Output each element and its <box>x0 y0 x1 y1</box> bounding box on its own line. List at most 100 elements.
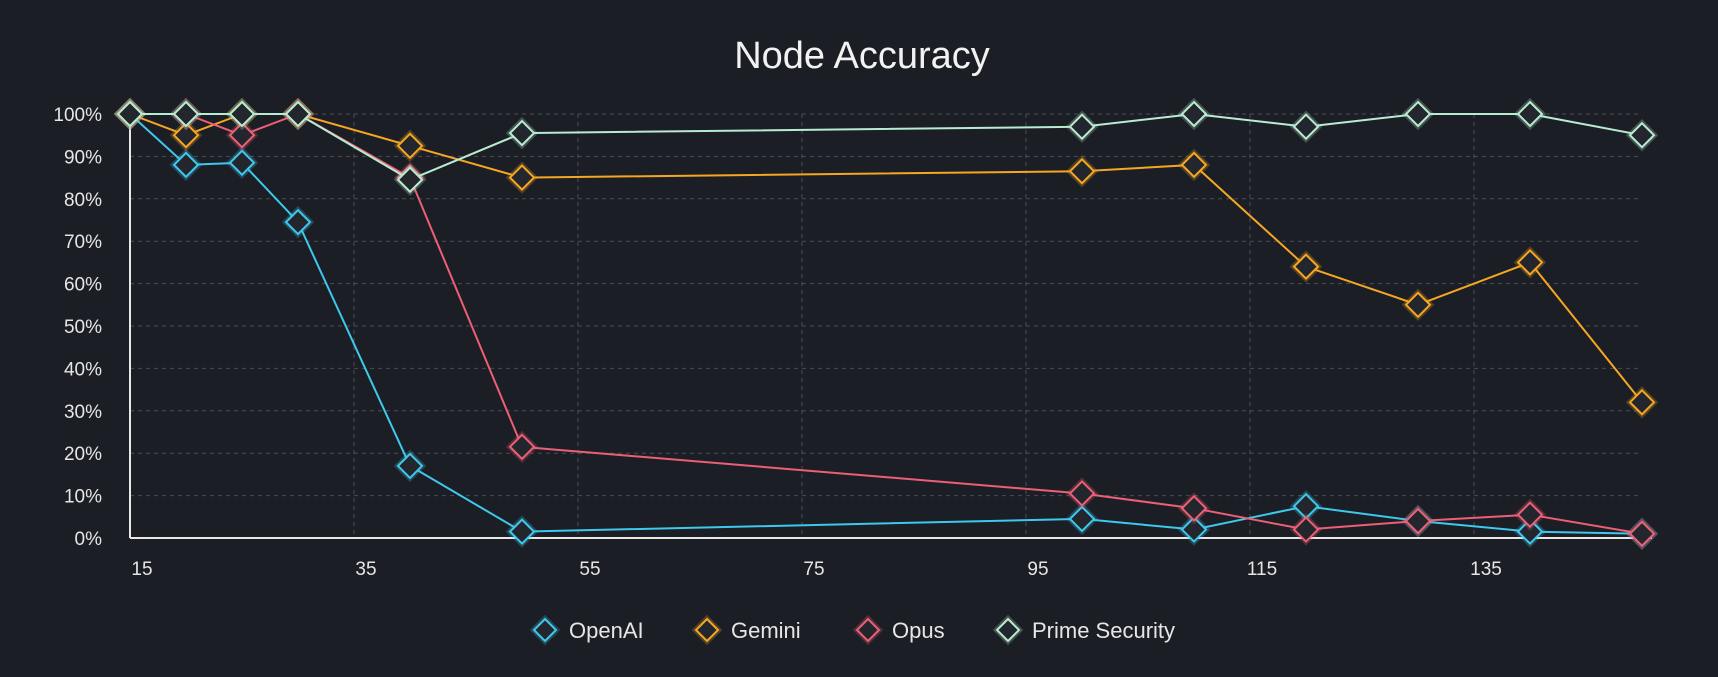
data-point-prime-security <box>1513 97 1547 131</box>
data-point-prime-security-shape <box>1292 113 1320 141</box>
data-point-gemini-shape <box>1068 157 1096 185</box>
series-line-openai <box>129 113 1643 535</box>
data-point-gemini-shape <box>1404 291 1432 319</box>
y-tick-label: 80% <box>64 190 102 211</box>
data-point-prime-security-shape <box>508 119 536 147</box>
data-point-prime-security <box>1065 110 1099 143</box>
data-point-prime-security <box>169 97 203 131</box>
y-tick-label: 40% <box>64 359 102 380</box>
data-point-gemini-shape <box>1180 151 1208 179</box>
data-point-prime-security <box>505 116 539 150</box>
data-point-gemini <box>1401 288 1435 322</box>
data-point-prime-security-shape <box>1404 100 1432 128</box>
data-point-openai <box>169 148 203 182</box>
data-point-gemini-shape <box>1292 253 1320 281</box>
data-point-gemini <box>1625 386 1659 419</box>
legend-label-gemini: Gemini <box>731 618 801 643</box>
data-point-openai-shape <box>284 208 312 236</box>
data-point-gemini <box>1289 250 1323 283</box>
legend-item-opus: Opus <box>852 614 945 646</box>
series-line-opus <box>130 113 1643 535</box>
data-point-openai-shape <box>1516 518 1544 546</box>
data-point-prime-security-shape <box>172 100 200 128</box>
data-point-gemini-shape <box>396 132 424 160</box>
x-tick-label: 35 <box>355 559 376 580</box>
data-point-openai <box>505 515 539 548</box>
data-point-gemini-shape <box>1516 248 1544 276</box>
y-tick-label: 50% <box>64 317 102 338</box>
data-point-openai-shape <box>228 149 256 177</box>
data-point-prime-security-shape <box>116 100 144 128</box>
data-point-openai-shape <box>1068 505 1096 533</box>
series-prime-security <box>113 97 1659 196</box>
series-line-gemini <box>129 113 1643 403</box>
data-point-opus-shape <box>508 433 536 461</box>
legend-marker-gemini <box>691 614 723 646</box>
legend: OpenAI Gemini Opus Prime Security <box>529 614 1175 646</box>
legend-marker-opus-shape <box>855 617 881 643</box>
series-openai <box>113 97 1659 551</box>
data-point-gemini <box>1177 148 1211 182</box>
legend-marker-openai-shape <box>532 617 558 643</box>
legend-marker-prime-security <box>992 614 1024 646</box>
y-tick-label: 100% <box>53 105 102 126</box>
data-point-prime-security <box>393 163 427 196</box>
legend-label-prime-security: Prime Security <box>1032 618 1175 643</box>
data-point-openai <box>225 146 259 180</box>
data-point-prime-security <box>281 97 315 131</box>
x-tick-label: 135 <box>1470 559 1502 580</box>
legend-item-openai: OpenAI <box>529 614 644 646</box>
data-point-opus-shape <box>1292 516 1320 543</box>
data-point-gemini <box>1513 246 1547 279</box>
y-tick-label: 70% <box>64 232 102 253</box>
series-gemini <box>113 97 1659 419</box>
data-point-gemini-shape <box>1628 388 1656 416</box>
data-point-openai <box>1065 502 1099 536</box>
legend-marker-gemini-shape <box>694 617 720 643</box>
data-point-prime-security-shape <box>1516 100 1544 128</box>
x-tick-label: 115 <box>1247 559 1277 580</box>
legend-label-openai: OpenAI <box>569 618 644 643</box>
data-point-prime-security-shape <box>1628 121 1656 149</box>
series-layer <box>113 97 1659 551</box>
data-point-opus-shape <box>228 121 256 149</box>
data-point-opus <box>1625 517 1659 551</box>
data-point-opus <box>1065 477 1099 510</box>
data-point-opus <box>1513 498 1547 531</box>
series-opus <box>113 97 1659 551</box>
data-point-gemini-shape <box>172 121 200 149</box>
data-point-openai-shape <box>172 151 200 179</box>
data-point-openai <box>1177 513 1211 546</box>
axis-layer: 0% 10% 20% 30% 40% 50% 60% 70% 80% 90% 100% 15 35 55 7… <box>53 105 1652 580</box>
y-tick-label: 0% <box>75 529 103 550</box>
data-point-opus <box>225 118 259 152</box>
data-point-prime-security <box>1289 110 1323 143</box>
data-point-prime-security <box>1625 118 1659 152</box>
data-point-prime-security <box>225 97 259 131</box>
y-tick-label: 20% <box>64 444 102 465</box>
y-tick-label: 90% <box>64 147 102 168</box>
legend-marker-opus <box>852 614 884 646</box>
data-point-opus <box>1177 492 1211 525</box>
x-tick-label: 75 <box>803 559 824 580</box>
x-tick-label: 95 <box>1027 559 1048 580</box>
data-point-gemini <box>1065 154 1099 188</box>
data-point-gemini <box>169 118 203 152</box>
data-point-opus-shape <box>1068 480 1096 507</box>
x-tick-label: 15 <box>131 559 152 580</box>
data-point-openai-shape <box>508 518 536 546</box>
data-point-prime-security <box>1177 97 1211 131</box>
data-point-prime-security-shape <box>1068 113 1096 141</box>
data-point-prime-security-shape <box>1180 100 1208 128</box>
legend-item-gemini: Gemini <box>691 614 801 646</box>
data-point-prime-security <box>113 97 147 131</box>
data-point-openai <box>1513 515 1547 548</box>
data-point-openai-shape <box>1180 516 1208 543</box>
data-point-opus-shape <box>1516 501 1544 529</box>
data-point-prime-security-shape <box>284 100 312 128</box>
legend-marker-openai <box>529 614 561 646</box>
data-point-gemini-shape <box>508 164 536 192</box>
data-point-openai <box>393 449 427 483</box>
y-tick-label: 10% <box>64 487 102 508</box>
